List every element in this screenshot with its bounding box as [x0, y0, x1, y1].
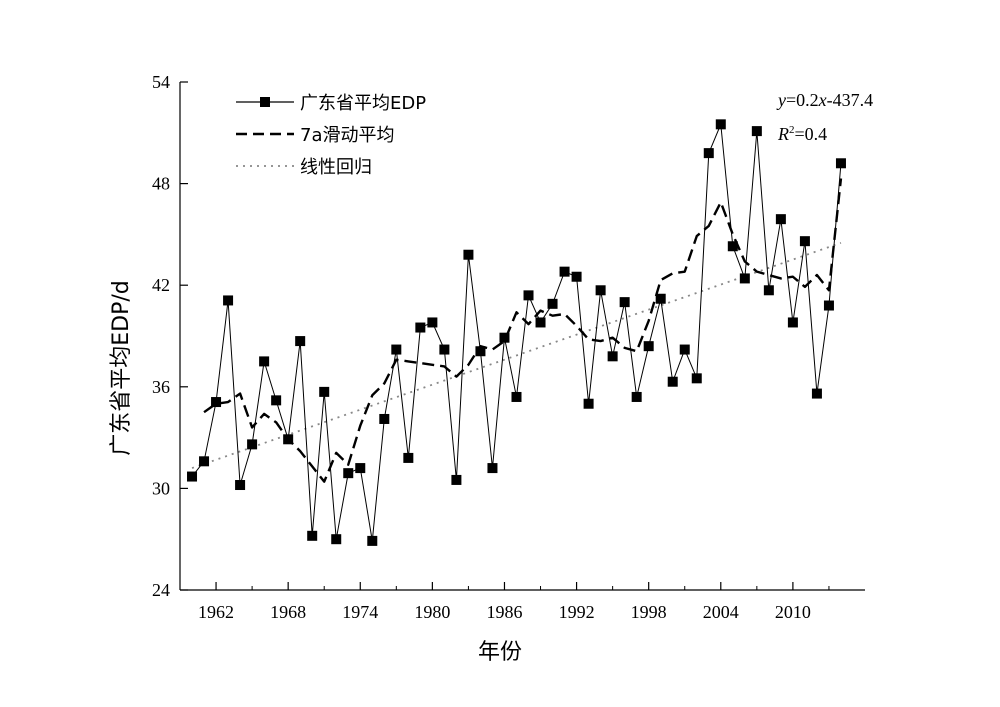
- data-point-observed: [391, 344, 402, 355]
- y-tick-label: 24: [152, 580, 170, 600]
- data-point-observed: [643, 341, 654, 352]
- x-tick-label: 1968: [270, 602, 306, 622]
- legend-entry-moving-average: 7a滑动平均: [236, 125, 394, 146]
- data-point-observed: [667, 376, 678, 387]
- data-point-observed: [403, 452, 414, 463]
- data-point-observed: [343, 468, 354, 479]
- legend-label-observed: 广东省平均EDP: [300, 93, 426, 114]
- data-point-observed: [811, 388, 822, 399]
- data-point-observed: [763, 285, 774, 296]
- data-point-observed: [787, 317, 798, 328]
- legend-swatch-observed-marker: [260, 97, 270, 107]
- series-observed-line: [191, 124, 842, 541]
- data-point-observed: [727, 241, 738, 252]
- y-tick-label: 42: [152, 275, 170, 295]
- x-tick-label: 2004: [703, 602, 739, 622]
- y-axis-ticks: 24 30 36 42 48 54: [152, 72, 188, 600]
- data-point-observed: [331, 534, 342, 545]
- series-moving-average-line: [203, 178, 843, 483]
- y-axis-title: 广东省平均EDP/d: [109, 280, 134, 456]
- data-point-observed: [835, 158, 846, 169]
- data-point-observed: [655, 293, 666, 304]
- data-point-observed: [583, 398, 594, 409]
- data-point-observed: [679, 344, 690, 355]
- data-point-observed: [499, 332, 510, 343]
- eq-intercept: -437.4: [827, 90, 874, 110]
- data-point-observed: [439, 344, 450, 355]
- series-linear-fit-line: [191, 242, 842, 469]
- data-point-observed: [307, 530, 318, 541]
- data-point-observed: [511, 391, 522, 402]
- data-point-observed: [571, 271, 582, 282]
- data-point-observed: [187, 471, 198, 482]
- data-point-observed: [559, 266, 570, 277]
- r-superscript: 2: [789, 124, 795, 136]
- legend-label-linear-fit: 线性回归: [300, 157, 372, 178]
- legend-label-moving-average: 7a滑动平均: [300, 125, 394, 146]
- x-axis-title: 年份: [478, 640, 522, 665]
- x-tick-label: 1962: [198, 602, 234, 622]
- r-value: =0.4: [795, 124, 828, 144]
- data-point-observed: [463, 249, 474, 260]
- series-layer: [187, 119, 846, 546]
- data-point-observed: [607, 351, 618, 362]
- data-point-observed: [703, 148, 714, 159]
- data-point-observed: [415, 322, 426, 333]
- y-tick-label: 48: [152, 174, 170, 194]
- data-point-observed: [451, 474, 462, 485]
- eq-x-symbol: x: [818, 90, 827, 110]
- y-tick-label: 36: [152, 377, 170, 397]
- data-point-observed: [475, 346, 486, 357]
- legend-entry-observed: 广东省平均EDP: [236, 93, 426, 114]
- data-point-observed: [271, 395, 282, 406]
- legend: 广东省平均EDP 7a滑动平均 线性回归: [236, 93, 426, 178]
- data-point-observed: [739, 273, 750, 284]
- x-tick-label: 2010: [775, 602, 811, 622]
- data-point-observed: [199, 456, 210, 467]
- x-tick-label: 1998: [631, 602, 667, 622]
- data-point-observed: [247, 439, 258, 450]
- x-tick-label: 1974: [342, 602, 378, 622]
- y-tick-label: 30: [152, 478, 170, 498]
- data-point-observed: [223, 295, 234, 306]
- eq-y-symbol: y: [776, 90, 786, 110]
- x-tick-label: 1986: [486, 602, 522, 622]
- data-point-observed: [523, 290, 534, 301]
- data-point-observed: [775, 214, 786, 225]
- data-point-observed: [535, 317, 546, 328]
- r-symbol: R: [777, 124, 789, 144]
- legend-entry-linear-fit: 线性回归: [236, 157, 372, 178]
- data-point-observed: [295, 336, 306, 347]
- y-tick-label: 54: [152, 72, 170, 92]
- data-point-observed: [799, 236, 810, 247]
- data-point-observed: [691, 373, 702, 384]
- eq-slope: =0.2: [786, 90, 819, 110]
- data-point-observed: [751, 126, 762, 137]
- data-point-observed: [283, 434, 294, 445]
- x-tick-label: 1980: [414, 602, 450, 622]
- data-point-observed: [319, 386, 330, 397]
- x-axis-ticks: 1962 1968 1974 1980 1986 1992 1998 2004 2010: [198, 582, 830, 622]
- data-point-observed: [235, 480, 246, 491]
- data-point-observed: [715, 119, 726, 130]
- data-point-observed: [487, 463, 498, 474]
- regression-equation: y=0.2x-437.4: [776, 90, 873, 110]
- data-point-observed: [547, 298, 558, 309]
- r-squared: R2=0.4: [777, 124, 827, 144]
- data-point-observed: [259, 356, 270, 367]
- data-point-observed: [595, 285, 606, 296]
- data-point-observed: [379, 413, 390, 424]
- data-point-observed: [211, 397, 222, 408]
- x-tick-label: 1992: [559, 602, 595, 622]
- data-point-observed: [355, 463, 366, 474]
- data-point-observed: [619, 297, 630, 308]
- data-point-observed: [823, 300, 834, 311]
- data-point-observed: [427, 317, 438, 328]
- data-point-observed: [367, 535, 378, 546]
- data-point-observed: [631, 391, 642, 402]
